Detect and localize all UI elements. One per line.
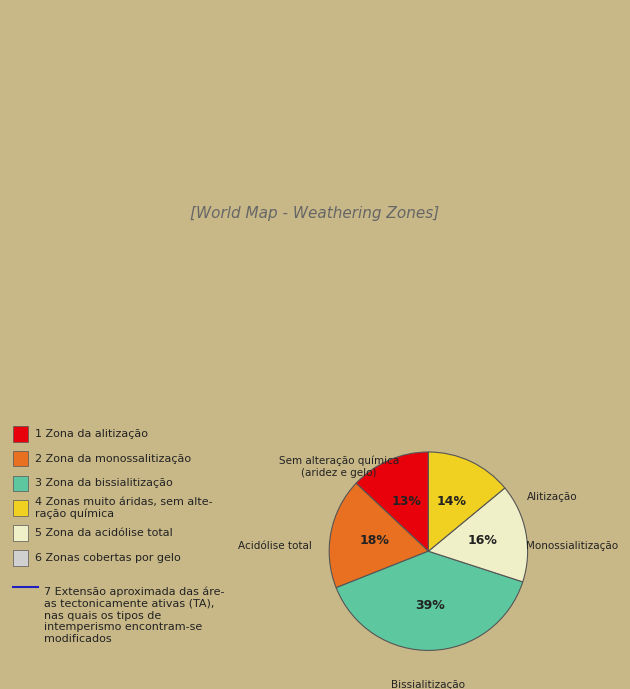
Text: Alitização: Alitização	[527, 492, 578, 502]
Text: 6 Zonas cobertas por gelo: 6 Zonas cobertas por gelo	[35, 553, 180, 563]
FancyBboxPatch shape	[13, 500, 28, 516]
Text: 14%: 14%	[437, 495, 467, 508]
FancyBboxPatch shape	[13, 525, 28, 541]
Text: 4 Zonas muito áridas, sem alte-
ração química: 4 Zonas muito áridas, sem alte- ração qu…	[35, 497, 212, 520]
FancyBboxPatch shape	[13, 551, 28, 566]
Text: 7 Extensão aproximada das áre-
as tectonicamente ativas (TA),
nas quais os tipos: 7 Extensão aproximada das áre- as tecton…	[44, 587, 225, 644]
Text: 1 Zona da alitização: 1 Zona da alitização	[35, 429, 147, 439]
Wedge shape	[336, 551, 523, 650]
FancyBboxPatch shape	[13, 475, 28, 491]
Wedge shape	[428, 452, 505, 551]
Text: 39%: 39%	[415, 599, 445, 613]
Text: 18%: 18%	[360, 535, 390, 548]
FancyBboxPatch shape	[13, 426, 28, 442]
Text: 16%: 16%	[467, 535, 497, 548]
FancyBboxPatch shape	[13, 451, 28, 466]
Text: 3 Zona da bissialitização: 3 Zona da bissialitização	[35, 478, 173, 489]
Text: 5 Zona da acidólise total: 5 Zona da acidólise total	[35, 528, 173, 538]
Text: 13%: 13%	[392, 495, 421, 508]
Text: Sem alteração química
(aridez e gelo): Sem alteração química (aridez e gelo)	[279, 456, 399, 478]
Wedge shape	[356, 452, 428, 551]
Text: Acidólise total: Acidólise total	[238, 542, 312, 551]
Text: 2 Zona da monossalitização: 2 Zona da monossalitização	[35, 453, 191, 464]
Text: [World Map - Weathering Zones]: [World Map - Weathering Zones]	[190, 206, 440, 221]
Text: Bissialitização: Bissialitização	[391, 680, 466, 689]
Text: Monossialitização: Monossialitização	[526, 542, 618, 551]
Wedge shape	[428, 488, 527, 582]
Wedge shape	[329, 483, 428, 588]
